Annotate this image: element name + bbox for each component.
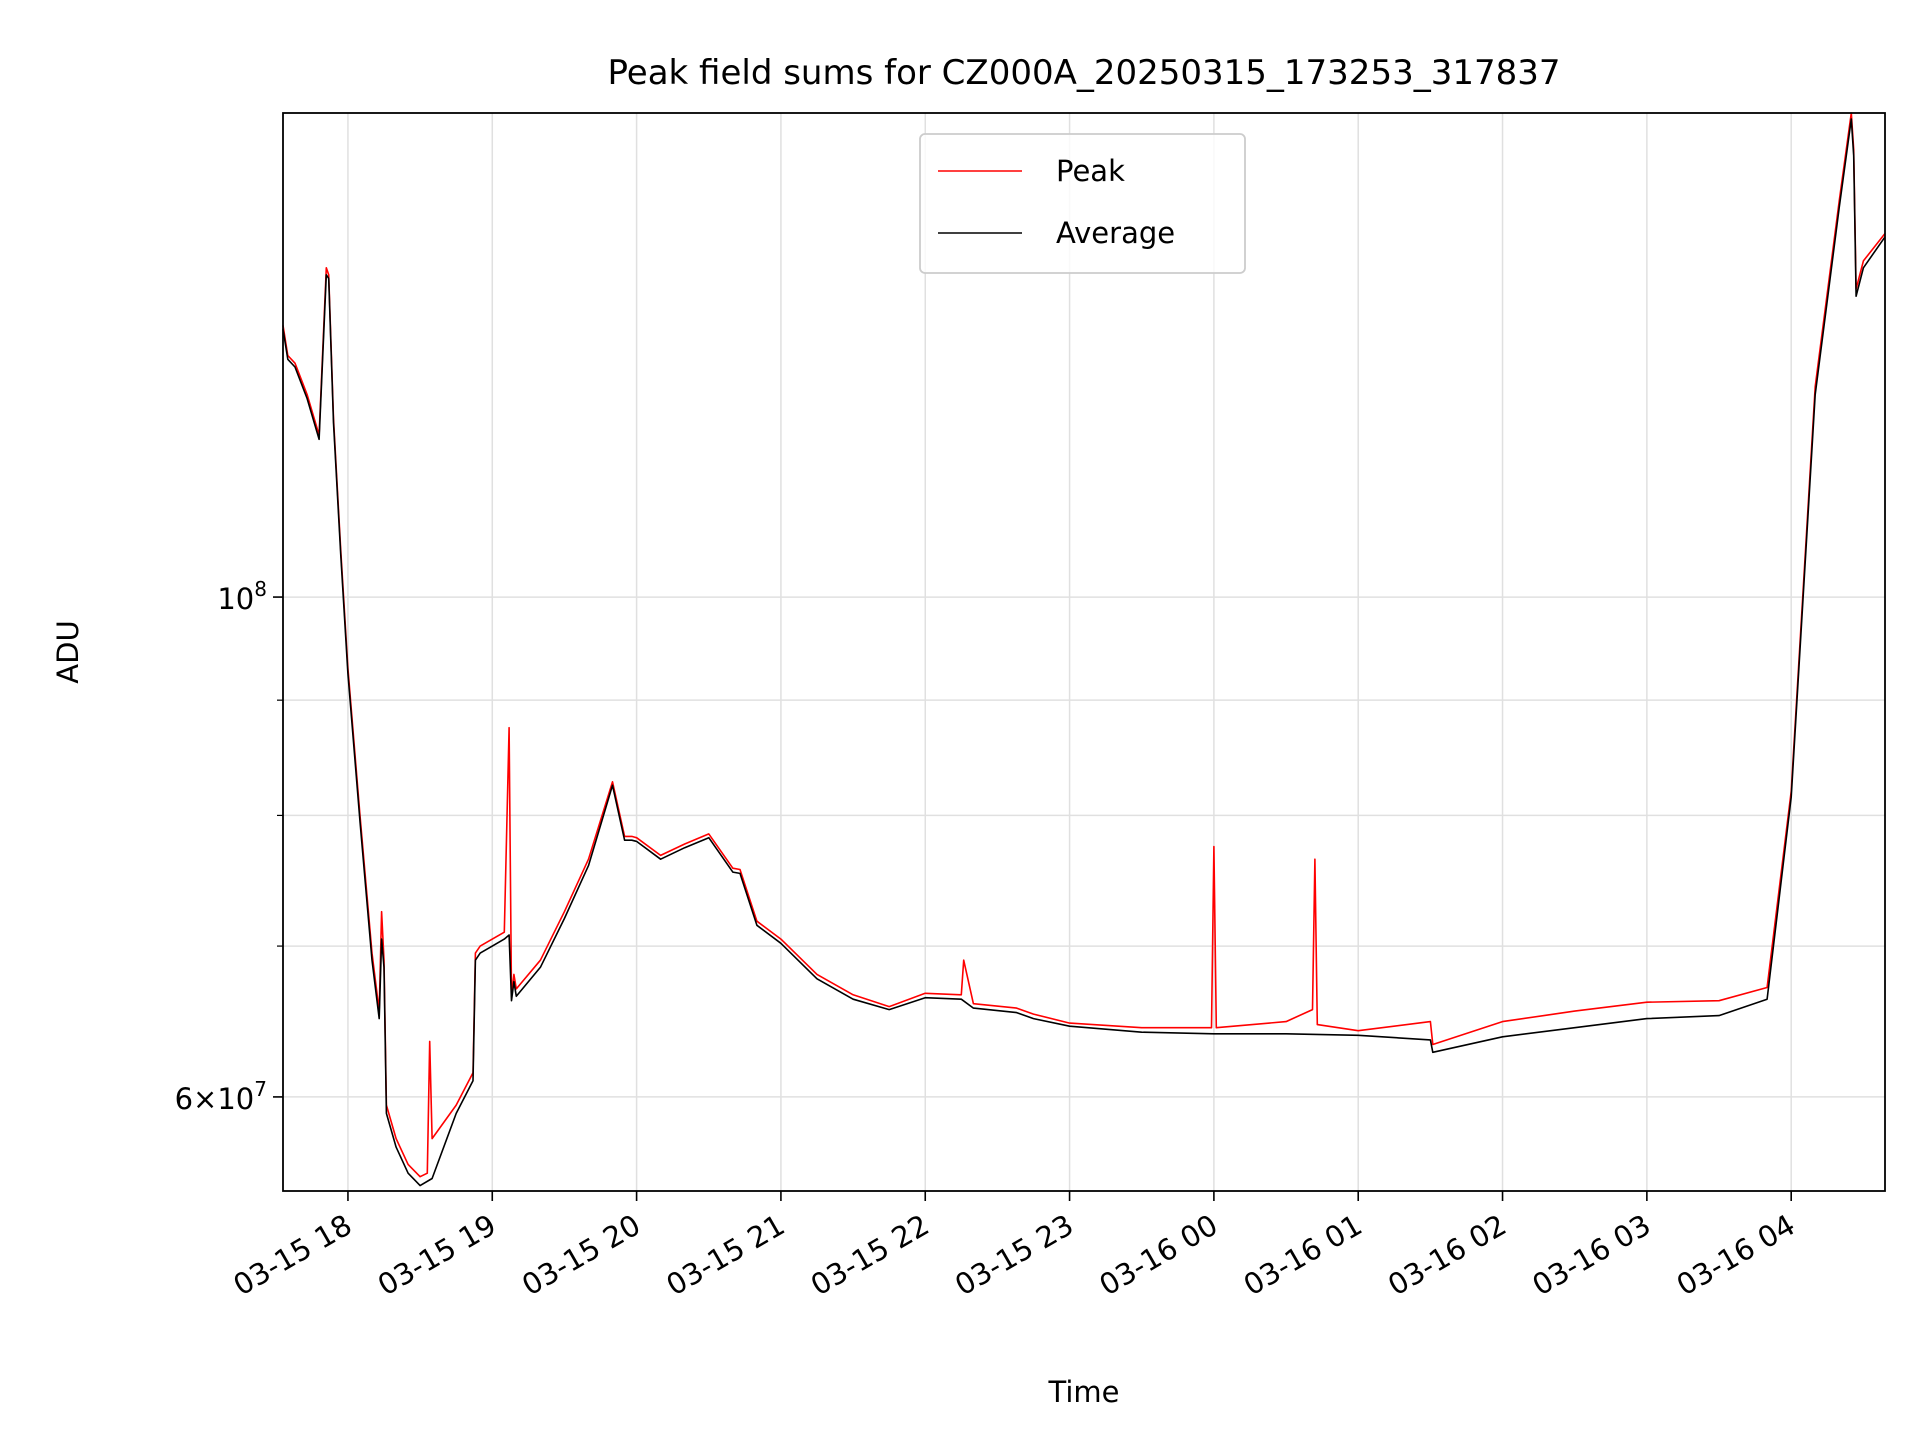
legend-label-average: Average: [1056, 216, 1175, 250]
y-tick-label: 108: [217, 577, 267, 616]
series-line-peak: [282, 112, 1886, 1178]
series-line-average: [282, 118, 1886, 1187]
legend: Peak Average: [919, 133, 1246, 274]
grid: [283, 113, 1885, 1191]
x-axis-label: Time: [1048, 1375, 1120, 1409]
y-axis-label: ADU: [51, 620, 85, 683]
plot-frame: [282, 112, 1886, 1192]
legend-box: [919, 133, 1246, 274]
series-layer: [282, 112, 1886, 1187]
legend-label-peak: Peak: [1056, 154, 1125, 188]
chart-title: Peak field sums for CZ000A_20250315_1732…: [608, 53, 1561, 93]
y-tick-label: 6×107: [175, 1077, 267, 1116]
